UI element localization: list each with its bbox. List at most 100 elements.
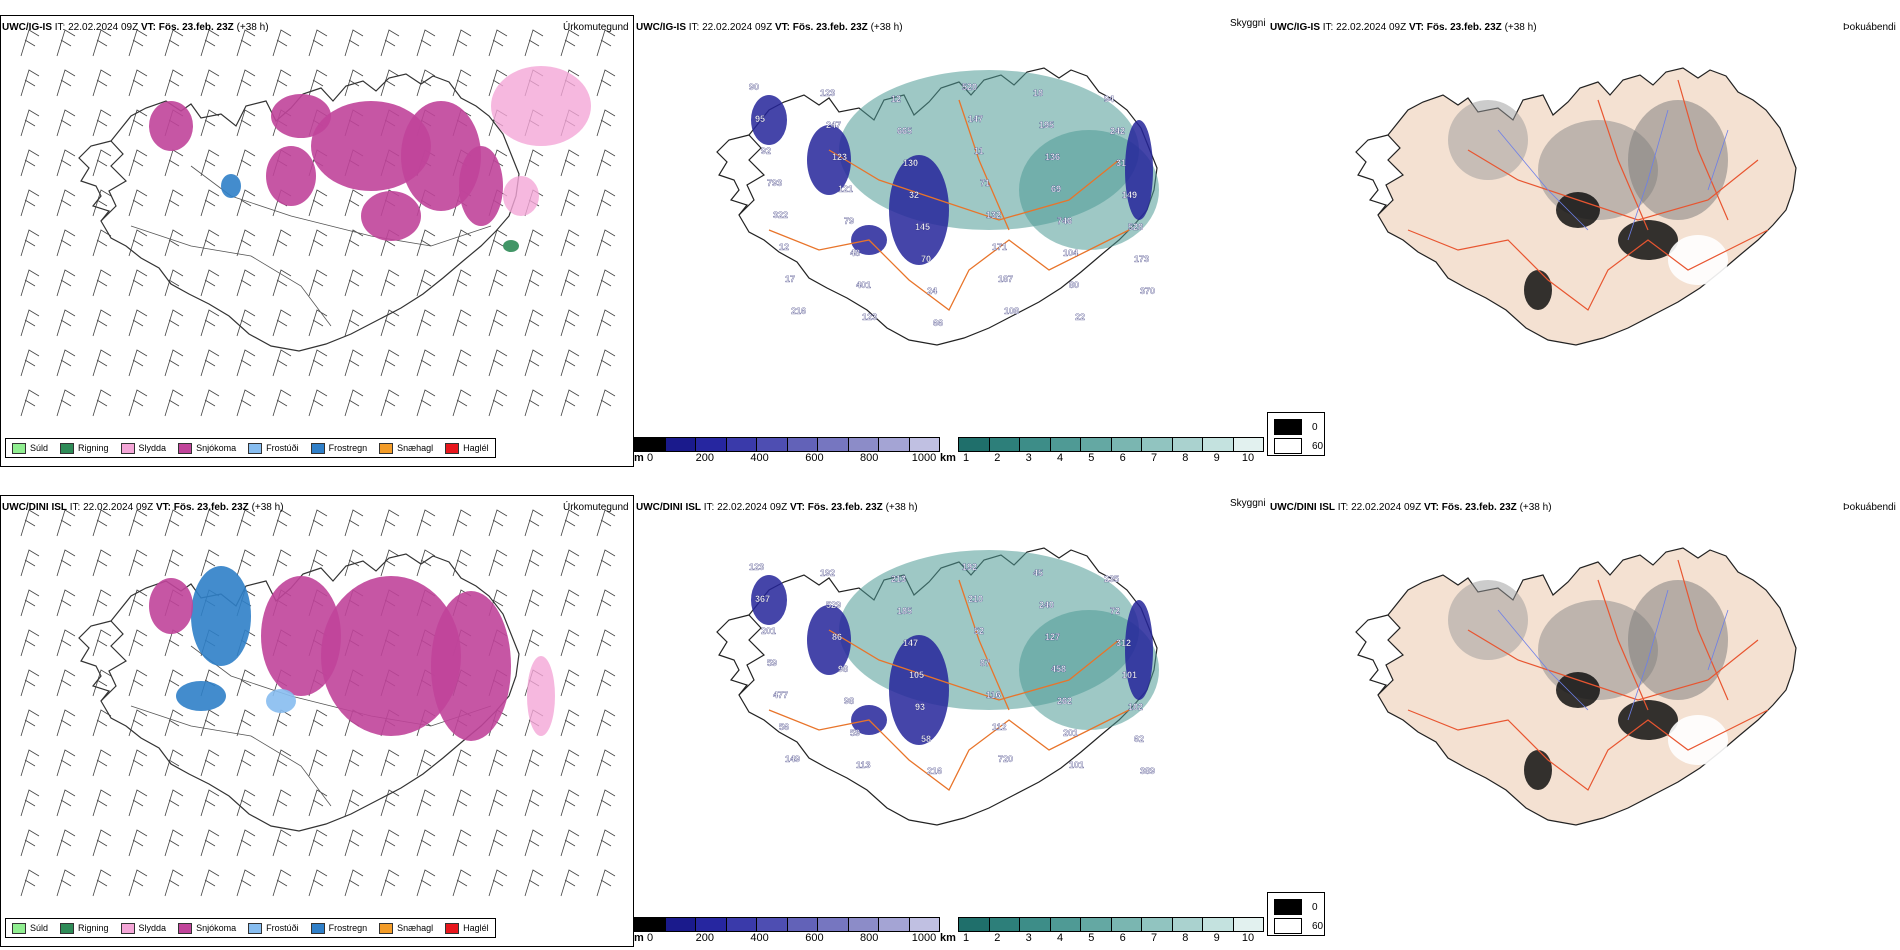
- wind-barb: [596, 29, 616, 57]
- wind-barb: [488, 829, 508, 857]
- colorbar-segment: [959, 438, 990, 451]
- colorbar-tick: 9: [1213, 452, 1220, 464]
- colorbar-segment: [665, 438, 696, 451]
- colorbar-segment: [1081, 438, 1112, 451]
- colorbar-tick: 5: [1088, 932, 1095, 944]
- legend-item: Frostúði: [248, 922, 299, 934]
- wind-barb: [344, 789, 364, 817]
- fog-index-shade: [1448, 100, 1528, 180]
- colorbar-tick: 1000: [911, 932, 937, 944]
- colorbar-segment: [1233, 918, 1263, 931]
- wind-barb: [452, 509, 472, 537]
- wind-barb: [128, 109, 148, 137]
- fog-map-bottom: [1355, 547, 1797, 826]
- wind-barb: [560, 349, 580, 377]
- visibility-unit-bottom: km: [940, 932, 956, 944]
- legend-label: Súld: [30, 923, 49, 933]
- wind-barb: [200, 69, 220, 97]
- wind-barb: [560, 749, 580, 777]
- cloud-base-value: 98: [838, 664, 848, 674]
- wind-barb: [380, 829, 400, 857]
- wind-barb: [164, 309, 184, 337]
- snow-area: [321, 576, 461, 736]
- wind-barb: [596, 629, 616, 657]
- snow-area: [261, 576, 341, 696]
- wind-barb: [56, 509, 76, 537]
- wind-barb: [488, 269, 508, 297]
- wind-barb: [452, 269, 472, 297]
- cloud-base-value: 98: [844, 696, 854, 706]
- visibility-unit-top: km: [940, 452, 956, 464]
- wind-barb: [488, 29, 508, 57]
- cloud-map-top: 90 123 12 520 18 94 95 247 665 147 195 242 92 123 130 1…: [716, 67, 1159, 346]
- visibility-ticks-top: 1 2 3 4 5 6 7 8 9 10: [958, 452, 1262, 466]
- wind-barb: [56, 869, 76, 897]
- wind-barb: [308, 709, 328, 737]
- colorbar-tick: 200: [695, 932, 714, 944]
- cloud-base-value: 12: [891, 94, 901, 104]
- wind-barb: [452, 349, 472, 377]
- wind-barb: [596, 69, 616, 97]
- low-fog-index: [1668, 235, 1728, 285]
- precip-legend-bottom: Súld Rigning Slydda Snjókoma Frostúði Frostre…: [5, 918, 496, 938]
- legend-swatch: [12, 922, 26, 934]
- freezing-rain-area: [176, 681, 226, 711]
- wind-barb: [560, 709, 580, 737]
- precip-title-top: Úrkomutegund: [563, 22, 629, 33]
- cloud-base-value: 149: [785, 754, 800, 764]
- cloud-base-value: 56: [779, 722, 789, 732]
- legend-item: Rigning: [60, 922, 109, 934]
- cloud-base-value: 22: [1075, 312, 1085, 322]
- westfjords-coastline: [78, 620, 112, 702]
- fog-legend-bottom: 0 60: [1267, 892, 1325, 936]
- colorbar-tick: 1000: [911, 452, 937, 464]
- wind-barb: [272, 389, 292, 417]
- legend-label: Slydda: [138, 923, 167, 933]
- colorbar-segment: [818, 918, 849, 931]
- wind-barb: [272, 869, 292, 897]
- wind-barb: [596, 829, 616, 857]
- cloud-base-value: 136: [1045, 152, 1060, 162]
- wind-barb: [524, 349, 544, 377]
- fog-legend-top: 0 60: [1267, 412, 1325, 456]
- legend-label: Haglél: [463, 923, 489, 933]
- wind-barb: [92, 69, 112, 97]
- wind-barb: [344, 229, 364, 257]
- cloud-base-value: 793: [767, 178, 782, 188]
- wind-barb: [236, 189, 256, 217]
- wind-barb: [128, 629, 148, 657]
- legend-swatch: [248, 442, 263, 454]
- cloud-base-value: 69: [1051, 184, 1061, 194]
- cloud-base-value: 112: [992, 722, 1007, 732]
- wind-barb: [596, 149, 616, 177]
- colorbar-segment: [989, 438, 1020, 451]
- cloud-base-value: 720: [998, 754, 1013, 764]
- wind-barb: [56, 109, 76, 137]
- cloud-base-value: 32: [909, 190, 919, 200]
- wind-barb: [596, 709, 616, 737]
- colorbar-segment: [1172, 438, 1203, 451]
- wind-barb: [92, 309, 112, 337]
- colorbar-segment: [848, 438, 879, 451]
- wind-barb: [308, 869, 328, 897]
- fog-map-top: [1355, 67, 1797, 346]
- wind-barb: [236, 29, 256, 57]
- legend-item: Haglél: [445, 922, 489, 934]
- cloud-base-value: 171: [992, 242, 1007, 252]
- road-network: [1407, 559, 1769, 791]
- wind-barb: [20, 189, 40, 217]
- wind-barb: [164, 629, 184, 657]
- cloud-base-value: 105: [909, 670, 924, 680]
- header-precip-top: UWC/IG-IS IT: 22.02.2024 09Z VT: Fös. 23…: [2, 22, 269, 33]
- low-cloud-area: [1125, 120, 1153, 220]
- wind-barb: [20, 589, 40, 617]
- fog-index-shade: [1448, 580, 1528, 660]
- wind-barb: [128, 829, 148, 857]
- wind-barb: [20, 29, 40, 57]
- wind-barb: [308, 749, 328, 777]
- wind-barb: [20, 389, 40, 417]
- wind-barb: [596, 389, 616, 417]
- wind-barb: [56, 669, 76, 697]
- colorbar-segment: [757, 918, 788, 931]
- cloud-base-value: 71: [980, 178, 990, 188]
